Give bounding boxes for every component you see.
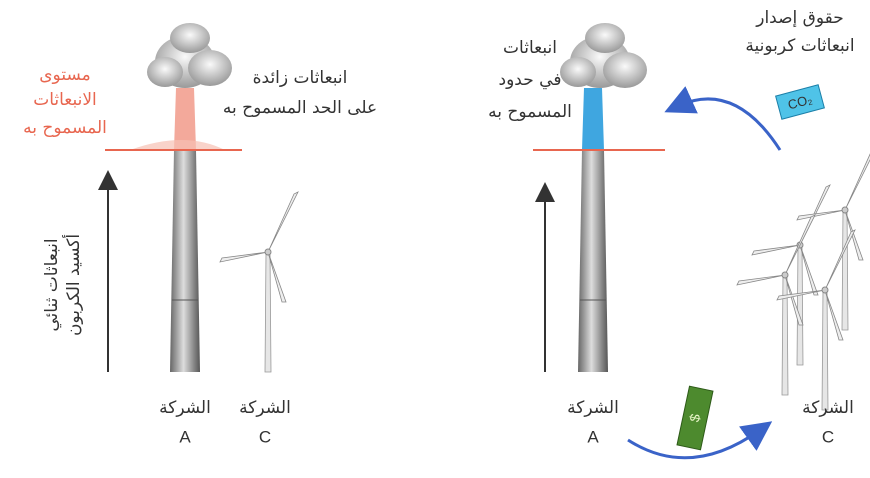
- within-label: المسموح به: [488, 102, 572, 122]
- left-panel: انبعاثات ثنائي أكسيد الكربون مستوى الانب…: [23, 23, 377, 446]
- co2-box: CO₂: [776, 85, 825, 120]
- company-letter: A: [587, 427, 599, 446]
- rights-label: حقوق إصدار: [755, 8, 844, 28]
- excess-label: على الحد المسموح به: [223, 98, 377, 118]
- company-name: الشركة: [159, 398, 211, 418]
- wind-turbine: [797, 150, 870, 330]
- wind-turbine: [737, 215, 815, 395]
- company-name: الشركة: [802, 398, 854, 418]
- diagram: انبعاثات ثنائي أكسيد الكربون مستوى الانب…: [0, 0, 870, 474]
- allowed-emissions: [582, 88, 604, 150]
- company-name: الشركة: [567, 398, 619, 418]
- axis-label-line: أكسيد الكربون: [62, 234, 84, 336]
- smoke: [147, 23, 232, 88]
- within-label: في حدود: [499, 70, 562, 90]
- allowed-level-label: مستوى: [39, 65, 91, 85]
- allowed-level-label: المسموح به: [23, 118, 107, 138]
- within-label: انبعاثات: [503, 38, 557, 58]
- chimney: [170, 150, 200, 372]
- company-letter: A: [179, 427, 191, 446]
- excess-label: انبعاثات زائدة: [253, 68, 348, 88]
- axis-label: انبعاثات ثنائي أكسيد الكربون: [42, 234, 84, 336]
- rights-label: انبعاثات كربونية: [745, 36, 854, 56]
- axis-label-line: انبعاثات ثنائي: [42, 238, 62, 331]
- wind-turbine: [220, 192, 298, 372]
- company-letter: C: [259, 427, 271, 446]
- chimney: [578, 150, 608, 372]
- company-name: الشركة: [239, 398, 291, 418]
- money-bill: $: [677, 386, 713, 450]
- smoke: [560, 23, 647, 88]
- rights-arrow: [678, 99, 780, 150]
- right-panel: انبعاثات في حدود المسموح به حقوق إصدار ا…: [488, 8, 870, 458]
- allowed-level-label: الانبعاثات: [33, 90, 97, 110]
- excess-glow: [130, 140, 225, 150]
- wind-turbine: [752, 185, 830, 365]
- company-letter: C: [822, 427, 834, 446]
